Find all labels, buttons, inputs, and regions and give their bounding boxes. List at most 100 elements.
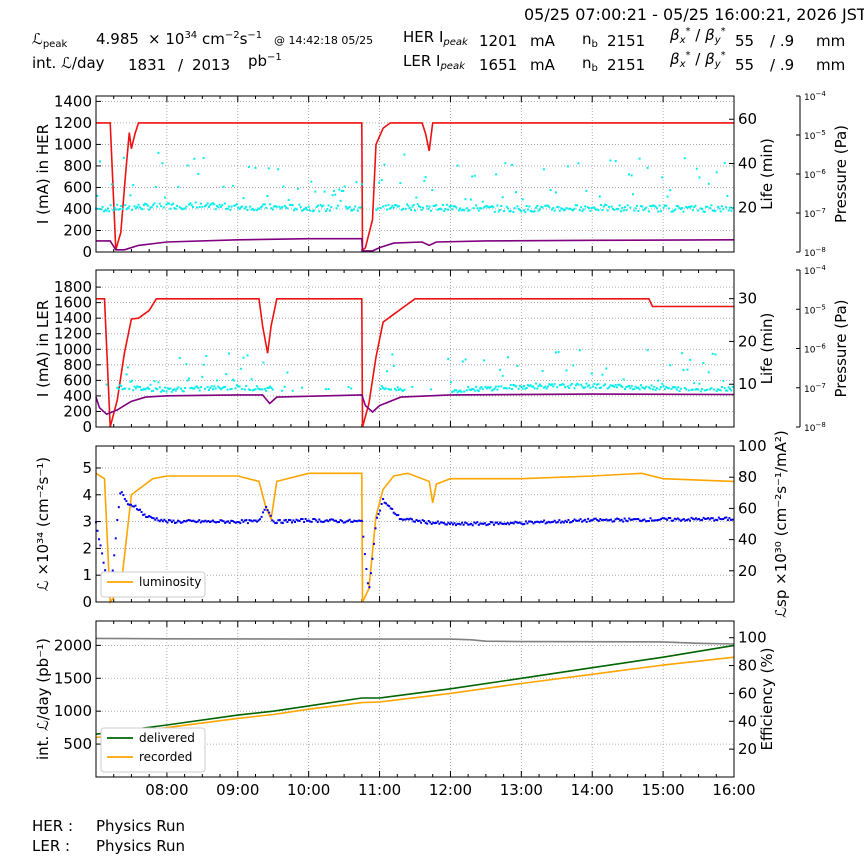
pressure-dot	[698, 517, 701, 520]
pressure-dot	[347, 386, 350, 389]
panel-4: 500 1000 1500 2000 20 40 60 80 100 int. ℒ/day (pb…	[34, 620, 776, 799]
pressure-dot	[450, 521, 453, 524]
pressure-dot	[572, 364, 575, 367]
pressure-dot	[524, 211, 527, 214]
pressure-dot	[414, 209, 416, 212]
pressure-dot	[146, 516, 149, 519]
pressure-dot	[136, 508, 139, 511]
pressure-dot	[239, 367, 242, 370]
pressure-dot	[678, 518, 681, 521]
pressure-dot	[525, 205, 528, 208]
pressure-dot	[558, 519, 561, 522]
pressure-dot	[687, 389, 690, 392]
pressure-dot	[586, 206, 589, 209]
pressure-dot	[550, 383, 553, 386]
pressure-dot	[618, 383, 621, 386]
pressure-dot	[617, 208, 620, 211]
pressure-dot	[675, 388, 678, 391]
pressure-dot	[717, 388, 720, 391]
y-tick-label: 0	[82, 243, 92, 261]
pressure-dot	[578, 209, 581, 212]
pressure-dot	[497, 385, 500, 388]
pressure-dot	[161, 162, 164, 165]
pressure-dot	[394, 204, 397, 207]
pressure-dot	[538, 383, 541, 386]
y-tick-label: 1800	[54, 278, 92, 296]
pressure-dot	[182, 390, 185, 393]
pressure-dot	[332, 189, 335, 192]
pressure-dot	[108, 210, 111, 213]
pressure-dot	[703, 210, 706, 213]
pressure-dot	[722, 517, 725, 520]
pressure-dot	[455, 206, 458, 209]
y-tick-label: 1600	[54, 294, 92, 312]
pressure-dot	[97, 207, 100, 210]
y-tick-label: 500	[63, 735, 92, 753]
pressure-dot	[584, 386, 587, 389]
pressure-dot	[141, 388, 144, 391]
pressure-dot	[344, 521, 347, 524]
pressure-dot	[265, 206, 268, 209]
pressure-dot	[142, 204, 145, 207]
series-specific	[95, 491, 734, 597]
y-tick-label: 200	[63, 221, 92, 239]
right-tick-label: 100	[738, 629, 767, 647]
pressure-dot	[482, 522, 485, 525]
pressure-dot	[447, 521, 450, 524]
x-tick-label: 08:00	[145, 781, 188, 799]
pressure-dot	[343, 185, 346, 188]
pressure-dot	[205, 520, 208, 523]
pressure-dot	[166, 387, 169, 390]
pressure-dot	[188, 377, 191, 380]
pressure-dot	[137, 386, 140, 389]
pressure-dot	[396, 386, 399, 389]
pressure-dot	[588, 384, 591, 387]
pressure-dot	[641, 519, 644, 522]
x-tick-label: 11:00	[358, 781, 401, 799]
pressure-dot	[391, 507, 394, 510]
pressure-dot	[236, 521, 239, 524]
pressure-dot	[477, 209, 480, 212]
pressure-dot	[683, 157, 686, 160]
pressure-dot	[586, 385, 589, 388]
y-tick-label: 1200	[54, 325, 92, 343]
pressure-dot	[257, 207, 260, 210]
pressure-dot	[665, 204, 668, 207]
pressure-dot	[392, 364, 395, 367]
pressure-dot	[626, 520, 629, 523]
pressure-dot	[433, 204, 436, 207]
pressure-dot	[338, 188, 341, 191]
pressure-dot	[684, 519, 687, 522]
pressure-dot	[578, 349, 581, 352]
pressure-dot	[246, 209, 249, 212]
pressure-dot	[347, 206, 350, 209]
pressure-dot	[161, 389, 164, 392]
pressure-dot	[562, 521, 565, 524]
pressure-dot	[428, 205, 431, 208]
pressure-dot	[192, 519, 195, 522]
pressure-dot	[342, 521, 345, 524]
pressure-dot	[249, 519, 252, 522]
pressure-dot	[493, 210, 496, 213]
pressure-dot	[311, 210, 314, 213]
pressure-dot	[124, 204, 127, 207]
lpeak-label: ℒpeak	[32, 30, 68, 50]
pressure-dot	[224, 521, 227, 524]
pressure-dot	[346, 207, 349, 210]
pressure-dot	[669, 189, 672, 192]
pressure-dot	[465, 207, 468, 210]
pressure-dot	[238, 207, 241, 210]
pressure-dot	[279, 207, 282, 210]
pressure-dot	[254, 388, 257, 391]
pressure-dot	[693, 518, 696, 521]
pressure-dot	[681, 518, 684, 521]
pressure-dot	[166, 202, 169, 205]
pressure-dot	[250, 208, 253, 211]
pressure-dot	[451, 391, 454, 394]
pressure-dot	[655, 519, 658, 522]
pressure-dot	[146, 386, 149, 389]
pressure-dot	[471, 387, 474, 390]
pressure-dot	[157, 151, 160, 154]
right-axis-label: Efficiency (%)	[758, 648, 776, 751]
right-tick-label: 10	[738, 375, 757, 393]
